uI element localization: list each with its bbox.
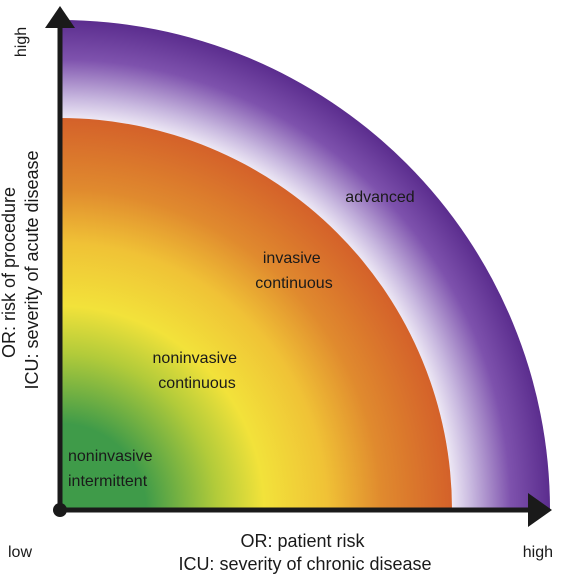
x-axis-high-label: high xyxy=(523,544,553,561)
x-axis-arrow xyxy=(528,493,552,527)
zone-label-advanced: advanced xyxy=(345,189,414,206)
y-axis-title: OR: risk of procedure ICU: severity of a… xyxy=(0,150,42,389)
invasive-zone xyxy=(60,118,452,510)
y-axis-high-label: high xyxy=(13,27,30,57)
y-axis-arrow xyxy=(45,6,75,28)
zone-label-noninvasive-continuous: noninvasive continuous xyxy=(153,350,242,392)
x-axis-low-label: low xyxy=(8,544,32,561)
origin-dot xyxy=(53,503,67,517)
x-axis-title: OR: patient risk ICU: severity of chroni… xyxy=(178,531,431,574)
zone-label-noninvasive-intermittent: noninvasive intermittent xyxy=(68,448,157,490)
zone-label-invasive-continuous: invasive continuous xyxy=(255,250,332,292)
